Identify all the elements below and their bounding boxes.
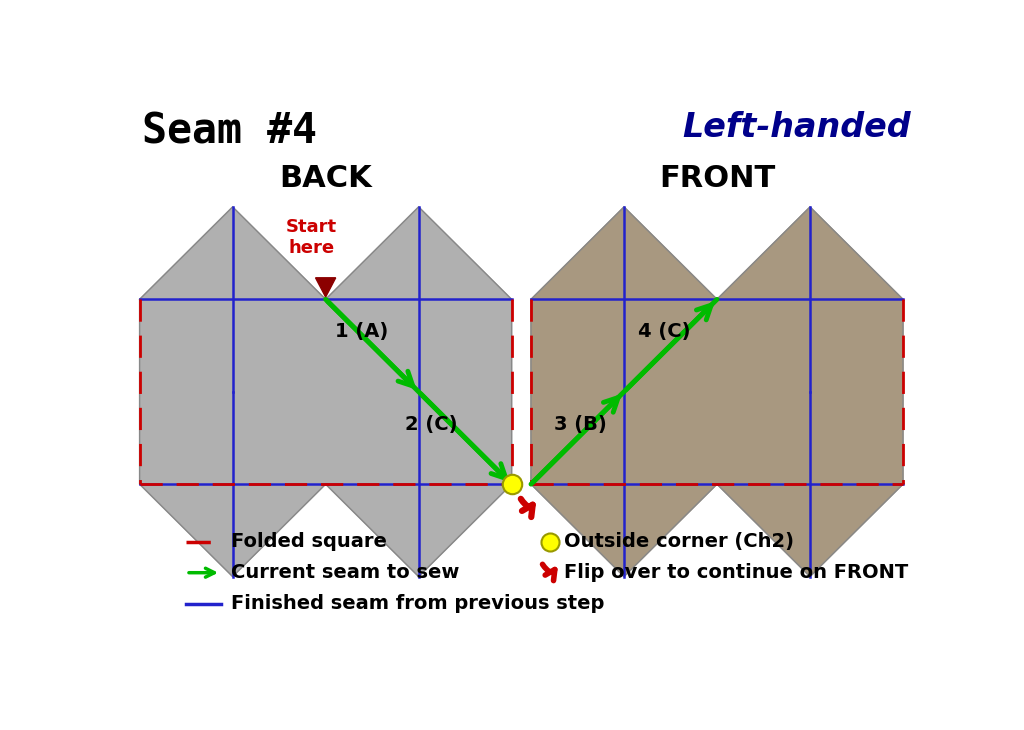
Text: Start
here: Start here	[286, 218, 337, 257]
Text: 1 (A): 1 (A)	[335, 322, 388, 341]
Polygon shape	[531, 207, 903, 577]
Text: Folded square: Folded square	[231, 532, 387, 551]
FancyArrowPatch shape	[521, 499, 532, 517]
Text: Flip over to continue on FRONT: Flip over to continue on FRONT	[564, 564, 908, 583]
Text: 4 (C): 4 (C)	[638, 322, 690, 341]
Text: 2 (C): 2 (C)	[404, 415, 457, 434]
Polygon shape	[315, 278, 336, 297]
FancyArrowPatch shape	[543, 564, 555, 580]
Polygon shape	[139, 207, 512, 577]
Text: BACK: BACK	[280, 164, 372, 193]
Text: 3 (B): 3 (B)	[554, 415, 607, 434]
Text: Finished seam from previous step: Finished seam from previous step	[231, 594, 604, 613]
Text: FRONT: FRONT	[658, 164, 775, 193]
Text: Seam #4: Seam #4	[142, 111, 317, 153]
Text: Outside corner (Ch2): Outside corner (Ch2)	[564, 532, 795, 551]
Text: Current seam to sew: Current seam to sew	[231, 564, 460, 583]
Text: Left-handed: Left-handed	[682, 111, 910, 144]
